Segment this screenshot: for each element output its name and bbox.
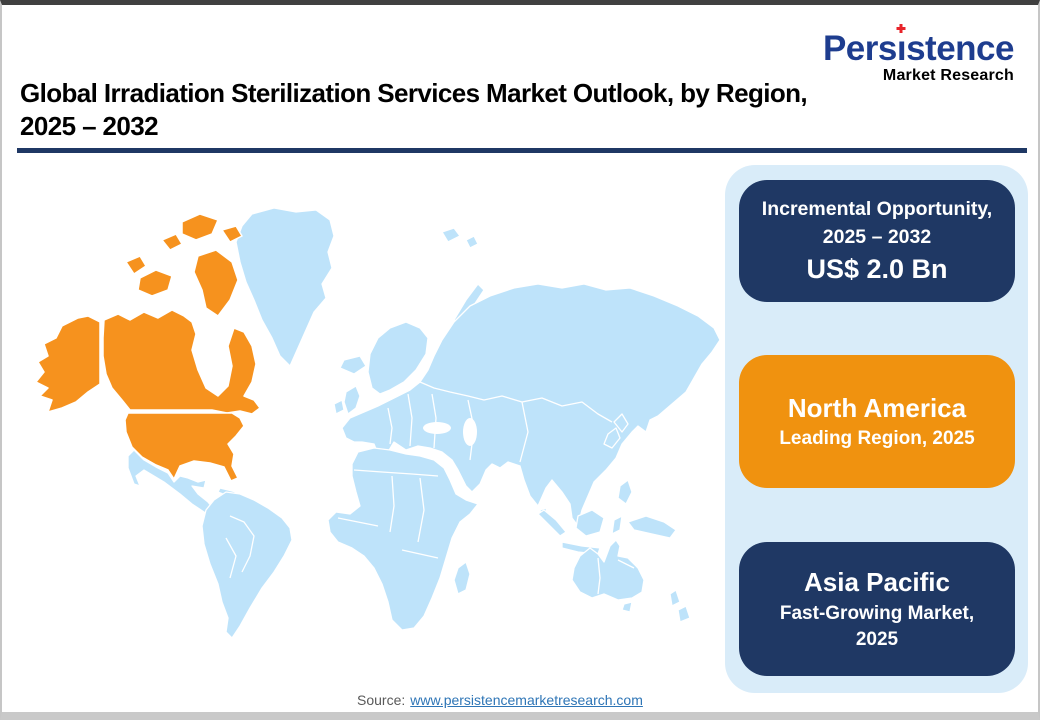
world-map: [22, 170, 722, 700]
pmr-logo: Persı stence Market Research: [822, 24, 1014, 84]
source-label: Source:: [357, 692, 406, 708]
page-title-line1: Global Irradiation Sterilization Service…: [20, 78, 808, 108]
opportunity-label-line2: 2025 – 2032: [822, 225, 932, 248]
opportunity-label-line1: Incremental Opportunity,: [761, 197, 993, 220]
card-leading-region: North America Leading Region, 2025: [739, 355, 1015, 488]
card-fast-growing: Asia Pacific Fast-Growing Market, 2025: [739, 542, 1015, 676]
title-underline: [17, 148, 1027, 153]
world-map-svg: [35, 207, 721, 639]
fast-growing-title: Asia Pacific: [804, 567, 950, 598]
region-north-america: [35, 213, 261, 482]
card-incremental-opportunity: Incremental Opportunity, 2025 – 2032 US$…: [739, 180, 1015, 302]
leading-region-title: North America: [787, 393, 967, 423]
logo-text-pre: Pers: [822, 29, 897, 68]
red-cross-icon: [896, 24, 906, 33]
leading-region-subtitle: Leading Region, 2025: [779, 428, 975, 450]
page-title: Global Irradiation Sterilization Service…: [20, 77, 960, 144]
fast-growing-subtitle-line2: 2025: [855, 629, 899, 651]
side-panel: Incremental Opportunity, 2025 – 2032 US$…: [725, 165, 1028, 693]
country-borders: [225, 381, 635, 595]
logo-text-post: stence: [906, 29, 1014, 68]
region-rest-of-world: [127, 207, 721, 639]
page-title-line2: 2025 – 2032: [20, 111, 159, 142]
opportunity-value: US$ 2.0 Bn: [806, 254, 948, 285]
pmr-logo-subtitle: Market Research: [882, 67, 1014, 84]
logo-text-i: ı: [896, 29, 907, 68]
source-line: Source: www.persistencemarketresearch.com: [357, 692, 643, 708]
pmr-logo-wordmark: Persı stence: [822, 24, 1014, 68]
source-link[interactable]: www.persistencemarketresearch.com: [410, 692, 643, 708]
fast-growing-subtitle-line1: Fast-Growing Market,: [779, 602, 975, 624]
